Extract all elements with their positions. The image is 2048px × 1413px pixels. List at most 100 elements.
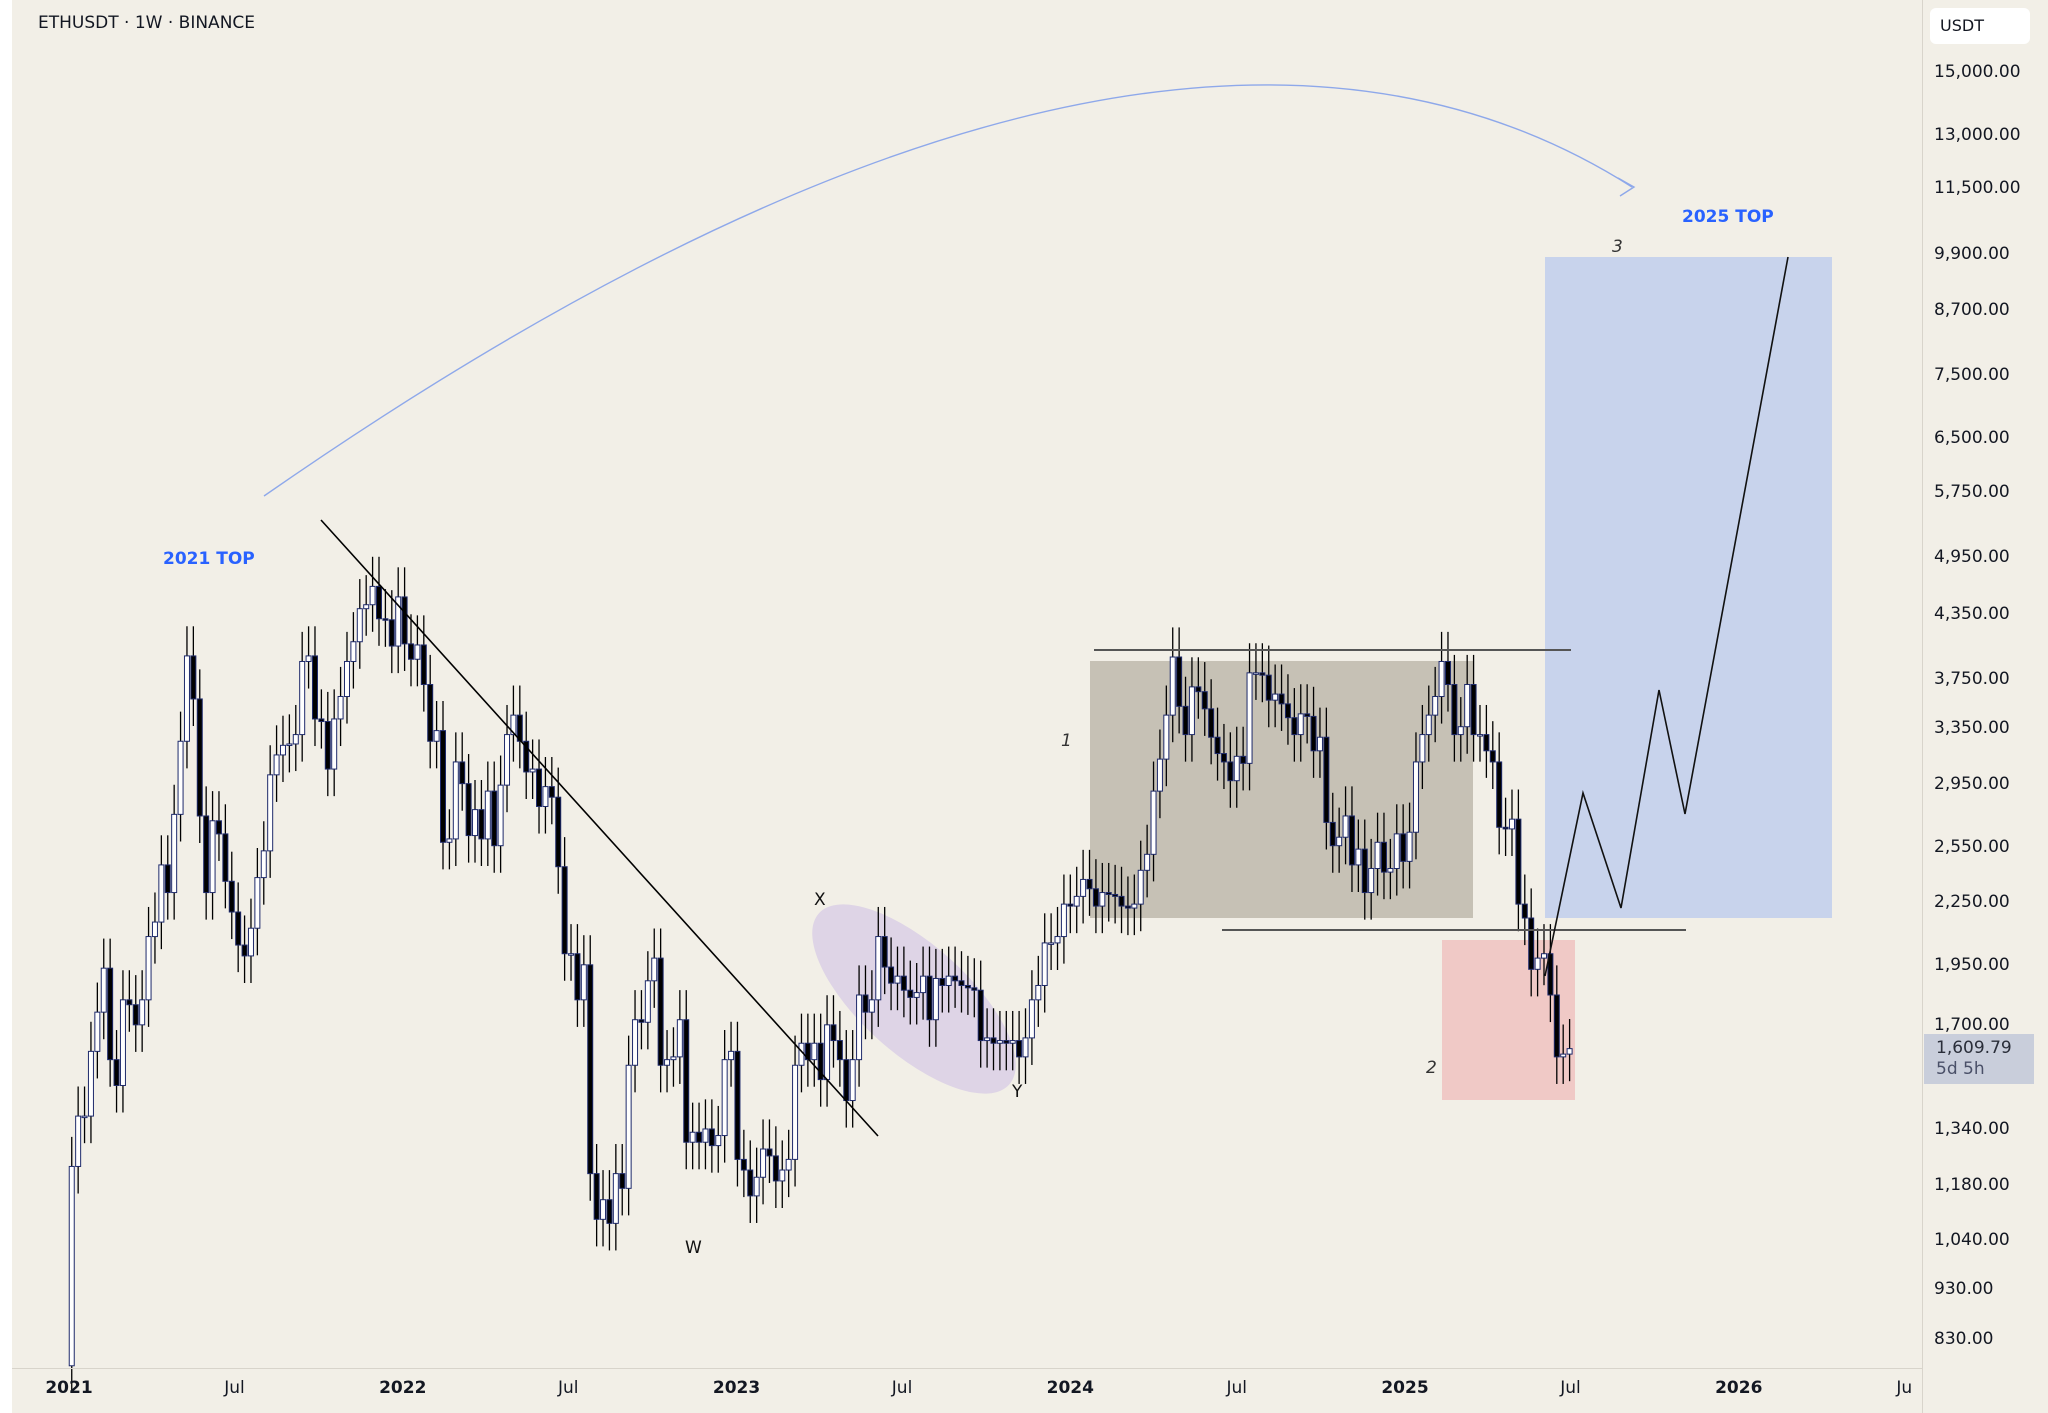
candle-body <box>273 754 280 776</box>
candle-body <box>279 744 286 756</box>
time-tick-label: Jul <box>224 1378 245 1398</box>
candle-body <box>1022 1037 1029 1058</box>
price-chart[interactable]: 2021 TOP 2025 TOP X Y W 1 2 3 <box>12 0 2048 1413</box>
price-tick-label: 1,340.00 <box>1934 1118 2010 1139</box>
wave-label-1: 1 <box>1061 731 1072 751</box>
candle-body <box>926 975 933 1021</box>
candle-body <box>1323 736 1330 823</box>
candle-body <box>606 1199 613 1224</box>
candle-body <box>107 967 114 1061</box>
candle-body <box>1451 684 1458 736</box>
candle-body <box>1137 869 1144 905</box>
candle-body <box>715 1135 722 1147</box>
candle-body <box>177 740 184 815</box>
candle-body <box>913 992 920 998</box>
candle-body <box>1502 826 1509 830</box>
wave-label-w: W <box>685 1238 702 1258</box>
candle-body <box>900 975 907 991</box>
candle-body <box>139 999 146 1026</box>
candle-body <box>241 944 248 957</box>
candle-body <box>196 698 203 817</box>
time-tick-label: 2023 <box>712 1378 761 1398</box>
candle-body <box>1438 660 1445 698</box>
candle-body <box>1124 905 1131 909</box>
candle-body <box>824 1024 831 1081</box>
candle-body <box>561 866 568 955</box>
wave-label-y: Y <box>1011 1082 1023 1102</box>
candle-body <box>747 1169 754 1197</box>
candle-body <box>1412 761 1419 833</box>
candle-body <box>587 964 594 1175</box>
candle-body <box>1566 1048 1573 1055</box>
candle-body <box>247 927 254 957</box>
candle-body <box>1508 818 1515 830</box>
candle-body <box>363 604 370 610</box>
candle-body <box>580 964 587 1001</box>
candle-body <box>856 994 863 1061</box>
candle-body <box>964 984 971 989</box>
candle-body <box>1060 903 1067 938</box>
candle-body <box>1080 878 1087 897</box>
currency-selector[interactable]: USDT <box>1930 8 2030 44</box>
candle-body <box>766 1148 773 1157</box>
candle-body <box>638 1019 645 1023</box>
candle-body <box>849 1059 856 1102</box>
candle-body <box>1278 693 1285 705</box>
candle-body <box>375 585 382 620</box>
candle-body <box>427 684 434 742</box>
price-tick-label: 3,750.00 <box>1934 668 2010 689</box>
candle-body <box>542 786 549 807</box>
candle-body <box>1041 942 1048 986</box>
highlight-ellipse <box>812 904 1016 1094</box>
price-tick-label: 15,000.00 <box>1934 62 2021 82</box>
candle-body <box>1092 888 1099 907</box>
candle-body <box>151 921 158 938</box>
candle-body <box>1067 903 1074 907</box>
candle-body <box>1406 831 1413 862</box>
candle-body <box>1240 755 1247 764</box>
candle-body <box>215 820 222 835</box>
candle-body <box>1342 815 1349 838</box>
candle-body <box>318 718 325 723</box>
wave-label-2: 2 <box>1426 1058 1437 1078</box>
candle-body <box>267 774 274 852</box>
candle-body <box>920 975 927 994</box>
candle-body <box>657 957 664 1066</box>
candle-body <box>971 987 978 991</box>
candle-body <box>888 966 895 984</box>
candle-body <box>574 953 581 1001</box>
chart-pane[interactable]: 2021 TOP 2025 TOP X Y W 1 2 3 ETHUSDT · 1W · BI… <box>12 0 2048 1413</box>
candle-body <box>990 1037 997 1044</box>
candle-body <box>299 660 306 736</box>
candle-body <box>452 761 459 840</box>
candle-body <box>1348 815 1355 866</box>
candle-body <box>632 1019 639 1066</box>
candle-body <box>1150 790 1157 855</box>
candle-body <box>1476 734 1483 737</box>
candle-body <box>1272 693 1279 701</box>
candle-body <box>728 1050 735 1061</box>
candle-body <box>1163 714 1170 760</box>
candle-body <box>1393 833 1400 870</box>
time-axis-divider <box>12 1368 1922 1369</box>
candle-body <box>939 977 946 986</box>
candle-body <box>536 768 543 807</box>
candle-body <box>1220 753 1227 763</box>
price-tick-label: 1,700.00 <box>1934 1014 2010 1035</box>
wave-label-3: 3 <box>1612 237 1623 257</box>
candle-body <box>696 1131 703 1143</box>
candle-body <box>100 967 107 1013</box>
price-tick-label: 11,500.00 <box>1934 178 2021 199</box>
candle-body <box>1188 686 1195 736</box>
candle-body <box>785 1158 792 1171</box>
candle-body <box>664 1059 671 1066</box>
candle-body <box>1329 821 1336 847</box>
candle-body <box>958 980 965 986</box>
candle-body <box>1457 726 1464 736</box>
candles <box>68 556 1573 1393</box>
candle-body <box>203 815 210 894</box>
candle-body <box>68 1165 75 1367</box>
candle-body <box>510 714 517 736</box>
wave-label-x: X <box>814 890 826 910</box>
label-2021-top: 2021 TOP <box>163 549 255 569</box>
